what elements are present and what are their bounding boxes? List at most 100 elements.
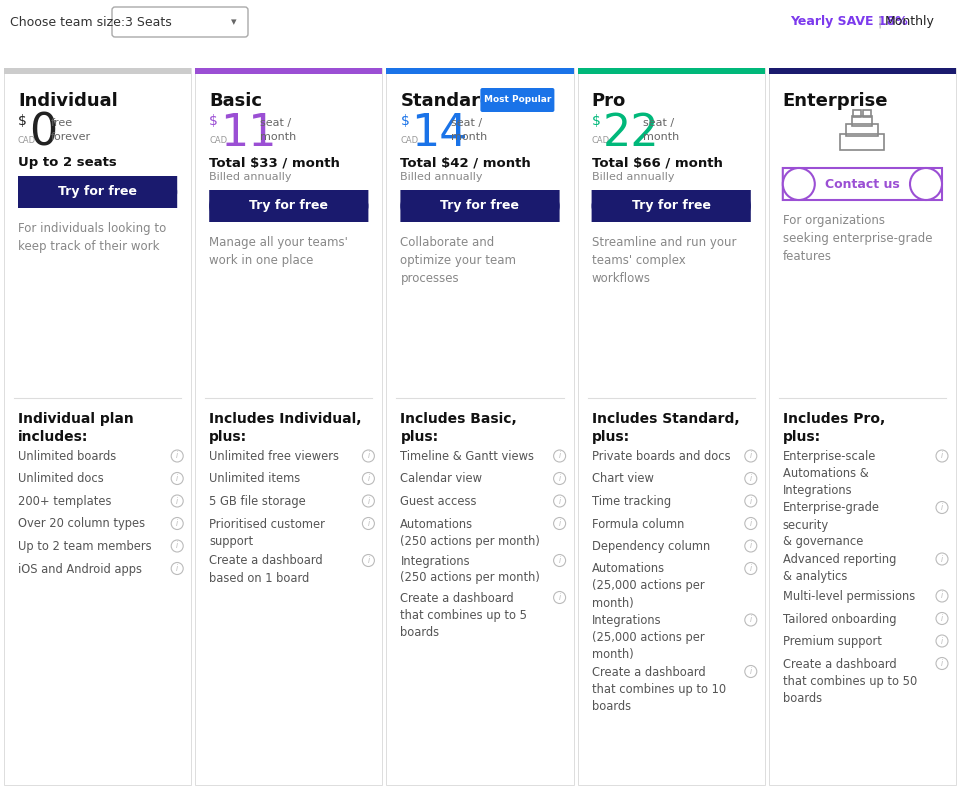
Text: Includes Pro,
plus:: Includes Pro, plus: [782, 412, 885, 444]
FancyBboxPatch shape [400, 190, 560, 222]
Text: i: i [750, 474, 752, 483]
FancyBboxPatch shape [769, 68, 956, 785]
Text: i: i [750, 667, 752, 676]
Text: Try for free: Try for free [59, 186, 137, 198]
Text: Choose team size:: Choose team size: [10, 16, 125, 28]
FancyBboxPatch shape [209, 190, 369, 222]
Circle shape [209, 190, 241, 222]
Text: i: i [176, 474, 179, 483]
Text: i: i [750, 564, 752, 573]
Text: i: i [941, 452, 943, 461]
Text: Multi-level permissions: Multi-level permissions [782, 590, 915, 603]
Circle shape [910, 168, 942, 200]
FancyBboxPatch shape [782, 168, 942, 200]
Text: Billed annually: Billed annually [400, 172, 483, 182]
Circle shape [782, 168, 815, 200]
Text: Timeline & Gantt views: Timeline & Gantt views [400, 450, 535, 463]
Text: Prioritised customer
support: Prioritised customer support [209, 517, 325, 547]
Text: $: $ [591, 114, 600, 128]
Text: i: i [941, 503, 943, 512]
Text: Time tracking: Time tracking [591, 495, 671, 508]
Text: CAD: CAD [591, 136, 610, 145]
Bar [195, 68, 382, 74]
Text: For organizations
seeking enterprise-grade
features: For organizations seeking enterprise-gra… [782, 214, 932, 263]
Text: i: i [368, 496, 370, 506]
FancyBboxPatch shape [18, 176, 178, 208]
Text: 0: 0 [29, 112, 58, 155]
Text: seat /
month: seat / month [260, 118, 297, 142]
Text: Tailored onboarding: Tailored onboarding [782, 612, 897, 626]
Text: Most Popular: Most Popular [484, 96, 551, 104]
Text: Unlimited docs: Unlimited docs [18, 472, 104, 486]
Text: i: i [941, 592, 943, 600]
Text: Create a dashboard
that combines up to 50
boards: Create a dashboard that combines up to 5… [782, 657, 917, 705]
FancyBboxPatch shape [195, 68, 382, 785]
Text: Total $66 / month: Total $66 / month [591, 156, 723, 169]
Text: Unlimited free viewers: Unlimited free viewers [209, 450, 339, 463]
Text: Automations
(250 actions per month): Automations (250 actions per month) [400, 517, 540, 547]
Text: Unlimited boards: Unlimited boards [18, 450, 116, 463]
Text: Total $33 / month: Total $33 / month [209, 156, 340, 169]
Circle shape [400, 190, 432, 222]
Text: Includes Individual,
plus:: Includes Individual, plus: [209, 412, 362, 444]
Bar [769, 68, 956, 74]
Text: Includes Basic,
plus:: Includes Basic, plus: [400, 412, 517, 444]
Text: Calendar view: Calendar view [400, 472, 482, 486]
Bar [853, 110, 861, 117]
Bar [863, 110, 872, 117]
Text: $: $ [18, 114, 27, 128]
Text: Yearly SAVE 18%: Yearly SAVE 18% [790, 16, 908, 28]
Text: i: i [559, 474, 561, 483]
Bar [578, 68, 765, 74]
Text: Streamline and run your
teams' complex
workflows: Streamline and run your teams' complex w… [591, 236, 736, 285]
Text: Automations
(25,000 actions per
month): Automations (25,000 actions per month) [591, 562, 705, 610]
Text: seat /
month: seat / month [451, 118, 488, 142]
Circle shape [336, 190, 369, 222]
FancyBboxPatch shape [386, 68, 573, 785]
Text: For individuals looking to
keep track of their work: For individuals looking to keep track of… [18, 222, 166, 253]
Text: Create a dashboard
that combines up to 10
boards: Create a dashboard that combines up to 1… [591, 665, 726, 713]
Text: Standard: Standard [400, 92, 493, 110]
Text: Pro: Pro [591, 92, 626, 110]
Text: 22: 22 [603, 112, 660, 155]
Text: i: i [941, 637, 943, 645]
Text: iOS and Android apps: iOS and Android apps [18, 562, 142, 575]
Circle shape [528, 190, 560, 222]
FancyBboxPatch shape [480, 88, 555, 112]
FancyBboxPatch shape [578, 68, 765, 785]
Text: CAD: CAD [18, 136, 36, 145]
Bar [852, 116, 873, 126]
Text: i: i [368, 452, 370, 461]
Text: 14: 14 [412, 112, 468, 155]
Text: Integrations
(25,000 actions per
month): Integrations (25,000 actions per month) [591, 614, 705, 661]
Text: Individual plan
includes:: Individual plan includes: [18, 412, 133, 444]
Text: Individual: Individual [18, 92, 118, 110]
Text: Dependency column: Dependency column [591, 540, 709, 553]
Text: Over 20 column types: Over 20 column types [18, 517, 145, 531]
Text: Collaborate and
optimize your team
processes: Collaborate and optimize your team proce… [400, 236, 516, 285]
Bar [847, 124, 878, 136]
Text: Includes Standard,
plus:: Includes Standard, plus: [591, 412, 739, 444]
Text: Formula column: Formula column [591, 517, 684, 531]
Text: i: i [176, 496, 179, 506]
Text: i: i [176, 541, 179, 551]
Text: Manage all your teams'
work in one place: Manage all your teams' work in one place [209, 236, 348, 267]
Text: Unlimited items: Unlimited items [209, 472, 300, 486]
FancyBboxPatch shape [112, 7, 248, 37]
Text: free
forever: free forever [51, 118, 91, 142]
Circle shape [719, 190, 751, 222]
Text: Try for free: Try for free [250, 200, 328, 213]
FancyBboxPatch shape [591, 190, 751, 222]
Text: Total $42 / month: Total $42 / month [400, 156, 531, 169]
Text: Guest access: Guest access [400, 495, 477, 508]
Text: Basic: Basic [209, 92, 262, 110]
Text: i: i [559, 593, 561, 602]
Circle shape [591, 190, 624, 222]
Text: i: i [750, 519, 752, 528]
Text: $: $ [400, 114, 409, 128]
Text: Try for free: Try for free [632, 200, 710, 213]
Text: i: i [750, 496, 752, 506]
Text: i: i [559, 452, 561, 461]
Text: $: $ [209, 114, 218, 128]
Text: i: i [368, 474, 370, 483]
